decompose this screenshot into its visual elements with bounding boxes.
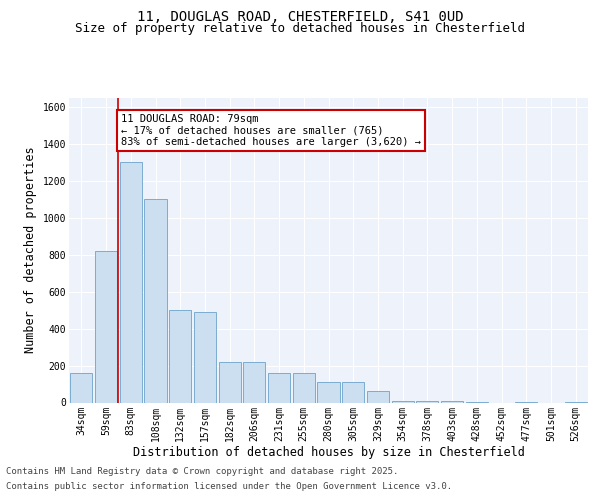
X-axis label: Distribution of detached houses by size in Chesterfield: Distribution of detached houses by size … [133,446,524,459]
Text: Contains public sector information licensed under the Open Government Licence v3: Contains public sector information licen… [6,482,452,491]
Bar [119,162,142,402]
Bar [268,373,290,402]
Bar [218,362,241,403]
Bar [70,373,92,402]
Text: 11 DOUGLAS ROAD: 79sqm
← 17% of detached houses are smaller (765)
83% of semi-de: 11 DOUGLAS ROAD: 79sqm ← 17% of detached… [121,114,421,148]
Text: Contains HM Land Registry data © Crown copyright and database right 2025.: Contains HM Land Registry data © Crown c… [6,467,398,476]
Bar [169,310,191,402]
Bar [317,382,340,402]
Bar [392,400,414,402]
Bar [95,251,117,402]
Bar [367,392,389,402]
Text: 11, DOUGLAS ROAD, CHESTERFIELD, S41 0UD: 11, DOUGLAS ROAD, CHESTERFIELD, S41 0UD [137,10,463,24]
Bar [293,373,315,402]
Bar [441,400,463,402]
Bar [145,199,167,402]
Y-axis label: Number of detached properties: Number of detached properties [24,146,37,354]
Text: Size of property relative to detached houses in Chesterfield: Size of property relative to detached ho… [75,22,525,35]
Bar [342,382,364,402]
Bar [243,362,265,403]
Bar [194,312,216,402]
Bar [416,400,439,402]
